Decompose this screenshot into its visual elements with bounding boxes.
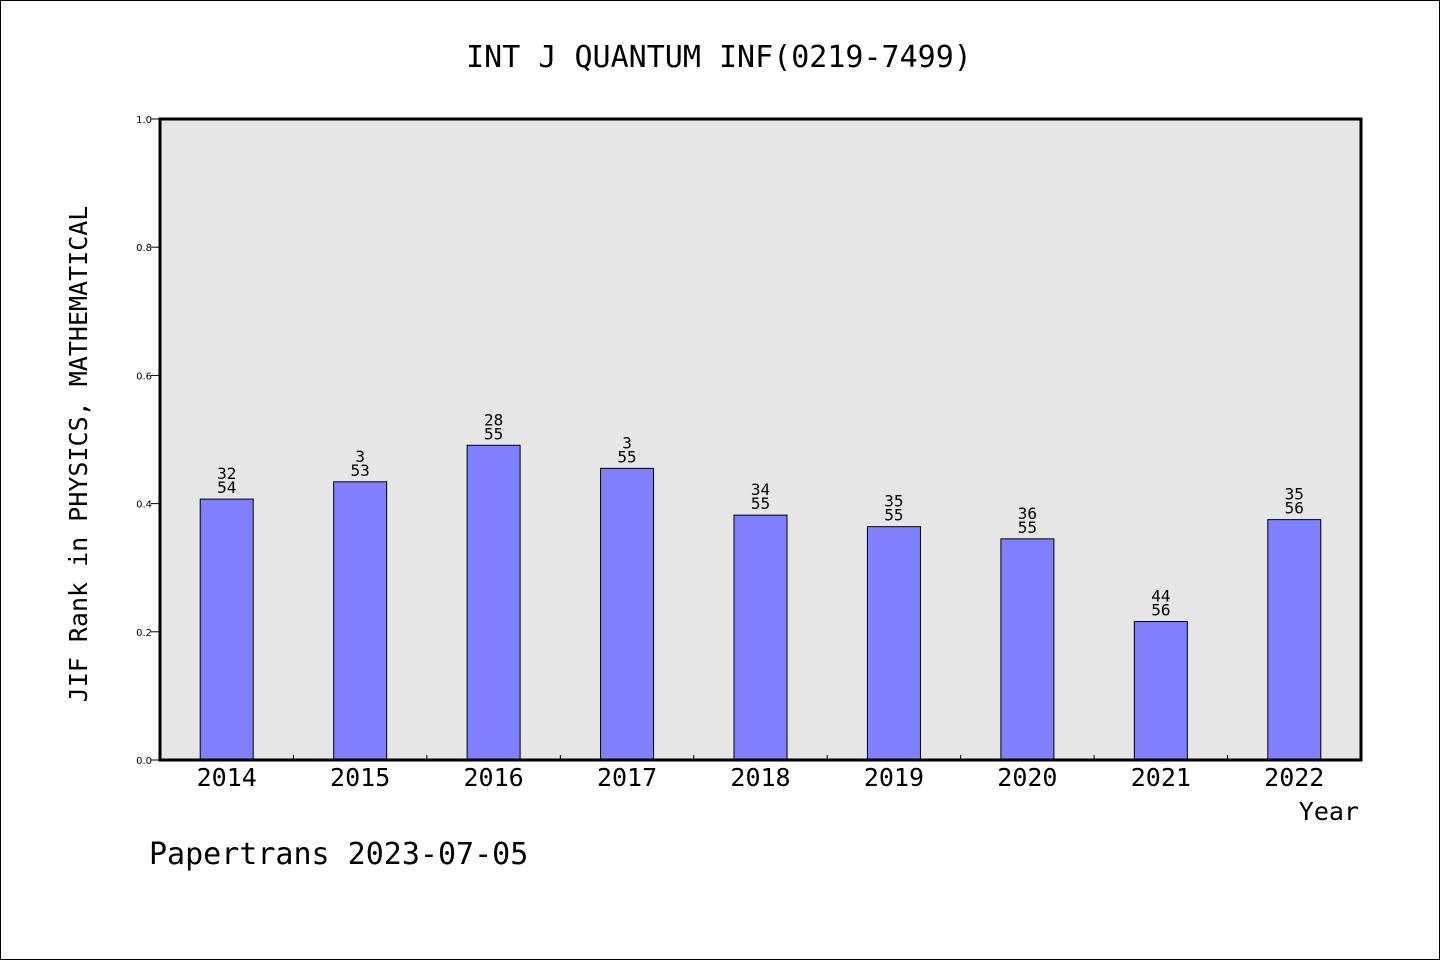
- bar-2019: [866, 526, 921, 761]
- y-tick-label-3: 0.6: [136, 371, 152, 382]
- bar-label-top-2021: 44: [1151, 587, 1170, 606]
- x-tick-label-2015: 2015: [330, 763, 390, 792]
- bar-label-bottom-2022: 56: [1285, 499, 1304, 518]
- x-tick-label-2021: 2021: [1131, 763, 1191, 792]
- x-tick-label-2014: 2014: [197, 763, 257, 792]
- x-tick-label-2022: 2022: [1264, 763, 1324, 792]
- chart-title: INT J QUANTUM INF(0219-7499): [466, 40, 972, 75]
- bar-label-top-2015: 3: [355, 447, 365, 466]
- bar-label-top-2018: 34: [751, 480, 770, 499]
- bar-label-bottom-2021: 56: [1151, 601, 1170, 620]
- bar-2014: [199, 498, 254, 761]
- y-axis: 0.0 0.2 0.4 0.6 0.8 1.0: [136, 115, 160, 767]
- bar-label-top-2014: 32: [217, 464, 236, 483]
- y-tick-label-5: 1.0: [136, 115, 152, 126]
- x-tick-label-2017: 2017: [597, 763, 657, 792]
- y-axis-label: JIF Rank in PHYSICS, MATHEMATICAL: [64, 206, 93, 703]
- bar-label-top-2017: 3: [622, 433, 632, 452]
- bar-label-top-2019: 35: [884, 492, 903, 511]
- bar-label-bottom-2017: 55: [617, 447, 636, 466]
- footer-credit: Papertrans 2023-07-05: [149, 837, 528, 872]
- bar-2022: [1267, 519, 1322, 761]
- y-tick-label-2: 0.4: [136, 500, 152, 511]
- bar-label-top-2016: 28: [484, 410, 503, 429]
- bar-2015: [333, 481, 388, 761]
- bar-label-bottom-2014: 54: [217, 478, 236, 497]
- y-tick-label-4: 0.8: [136, 243, 152, 254]
- y-tick-label-0: 0.0: [136, 756, 152, 767]
- x-tick-label-2020: 2020: [997, 763, 1057, 792]
- bar-2016: [466, 444, 521, 761]
- bar-2020: [1000, 538, 1055, 761]
- x-axis-label: Year: [1299, 797, 1359, 826]
- y-tick-label-1: 0.2: [136, 628, 152, 639]
- bar-2018: [733, 514, 788, 761]
- bar-label-bottom-2019: 55: [884, 506, 903, 525]
- bar-2017: [600, 467, 655, 761]
- bar-label-bottom-2020: 55: [1018, 518, 1037, 537]
- plot-border: [158, 117, 1363, 762]
- bar-label-bottom-2015: 53: [351, 461, 370, 480]
- bar-label-bottom-2018: 55: [751, 494, 770, 513]
- x-tick-label-2016: 2016: [464, 763, 524, 792]
- x-tick-label-2018: 2018: [730, 763, 790, 792]
- bar-label-top-2022: 35: [1285, 485, 1304, 504]
- x-tick-label-2019: 2019: [864, 763, 924, 792]
- bar-2021: [1133, 621, 1188, 761]
- x-axis: 2014 2015 2016 2017 2018 2019 2020 2021 2022: [197, 755, 1324, 792]
- bar-label-bottom-2016: 55: [484, 424, 503, 443]
- bar-label-top-2020: 36: [1018, 504, 1037, 523]
